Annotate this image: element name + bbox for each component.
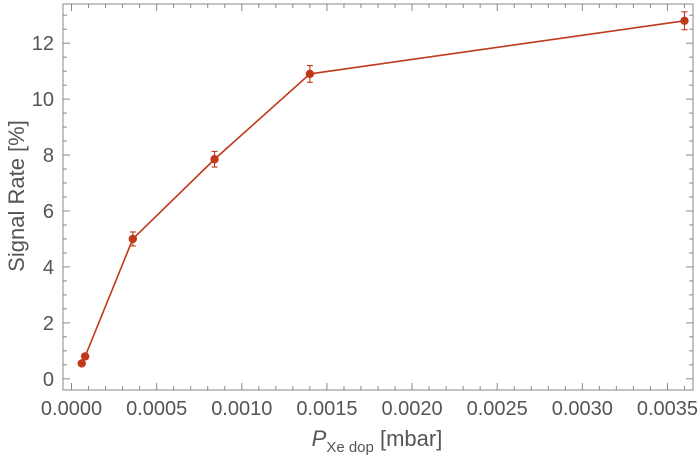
- data-point: [128, 234, 138, 244]
- y-tick-label: 12: [32, 33, 54, 55]
- plot-frame: [62, 3, 694, 391]
- x-tick-label: 0.0000: [41, 398, 102, 420]
- data-point: [305, 69, 315, 79]
- x-axis-label-prefix: P: [312, 426, 327, 451]
- y-tick-label: 10: [32, 89, 54, 111]
- x-tick-label: 0.0030: [552, 398, 613, 420]
- x-axis-label-suffix: [mbar]: [374, 426, 442, 451]
- data-point: [77, 359, 86, 368]
- x-axis-ticks: 0.0000 0.0005 0.0010 0.0015 0.0020 0.0025 0.00…: [41, 4, 698, 420]
- data-point: [210, 155, 219, 164]
- x-tick-label: 0.0020: [381, 398, 442, 420]
- data-point: [80, 352, 90, 361]
- x-tick-label: 0.0005: [126, 398, 187, 420]
- x-tick-label: 0.0025: [467, 398, 528, 420]
- x-axis-label: PXe dop [mbar]: [312, 426, 443, 456]
- x-tick-label: 0.0010: [211, 398, 272, 420]
- series-line: [84, 19, 685, 357]
- y-tick-label: 8: [43, 145, 54, 167]
- y-tick-label: 2: [43, 313, 54, 335]
- y-tick-label: 6: [43, 201, 54, 223]
- x-axis-label-subscript: Xe dop: [326, 439, 374, 456]
- x-tick-label: 0.0035: [637, 398, 698, 420]
- y-tick-label: 0: [43, 369, 54, 391]
- y-tick-label: 4: [43, 257, 54, 279]
- plot-frame-border: [62, 3, 694, 391]
- data-point: [680, 16, 689, 25]
- y-axis-label: Signal Rate [%]: [4, 120, 29, 272]
- y-axis-ticks: 0 2 4 6 8 10 12: [32, 14, 693, 391]
- series-layer: [77, 11, 689, 368]
- x-tick-label: 0.0015: [296, 398, 357, 420]
